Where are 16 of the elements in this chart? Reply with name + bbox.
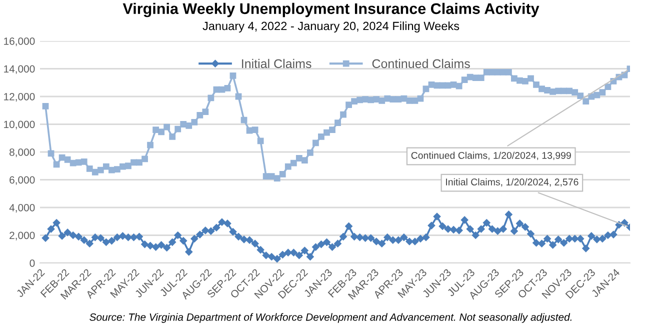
source-note: Source: The Virginia Department of Workforce Development and Advancement. Not seasonally adjusted.	[90, 313, 572, 323]
legend-label: Initial Claims	[242, 58, 312, 68]
y-tick-label: 12,000	[4, 93, 35, 102]
y-tick-label: 10,000	[4, 120, 35, 130]
y-tick-label: 8,000	[10, 148, 35, 158]
y-tick-label: 14,000	[4, 65, 35, 74]
annotation: Continued Claims, 1/20/2024, 13,999	[411, 152, 571, 160]
chart-subtitle: January 4, 2022 - January 20, 2024 Filing Weeks	[202, 22, 460, 32]
annotation: Initial Claims, 1/20/2024, 2,576	[446, 178, 578, 187]
y-tick-label: 4,000	[9, 204, 35, 213]
y-tick-label: 6,000	[10, 176, 35, 185]
y-tick-label: 2,000	[10, 232, 35, 240]
chart-title: Virginia Weekly Unemployment Insurance Claims Activity	[122, 2, 540, 18]
y-tick-label: 0	[30, 260, 35, 267]
legend-label: Continued Claims	[372, 58, 470, 68]
y-tick-label: 16,000	[4, 38, 35, 46]
